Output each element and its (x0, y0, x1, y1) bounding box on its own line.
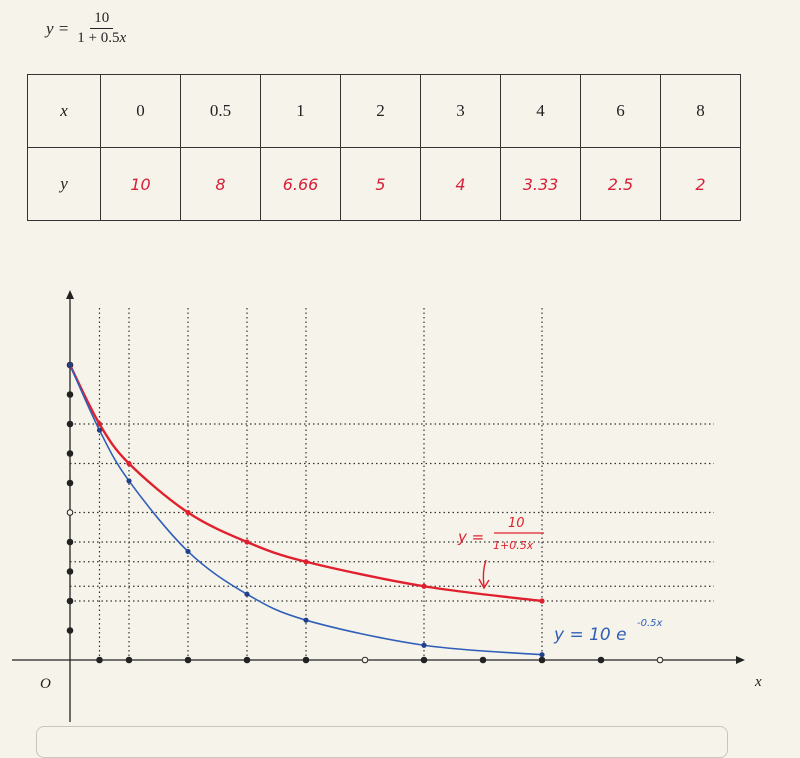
y-tick-dot (66, 568, 74, 575)
x-tick-dot (479, 656, 487, 664)
blue-curve-point (126, 478, 132, 484)
table-cell-x: 6 (580, 74, 661, 148)
formula-denominator: 1 + 0.5x (77, 29, 126, 47)
red-curve-point (244, 539, 250, 545)
x-tick-dot (243, 656, 251, 664)
table-cell-y: 6.66 (260, 147, 341, 221)
blue-curve-point (96, 427, 103, 433)
table-cell-x: 4 (500, 74, 581, 148)
formula-denominator-var: x (119, 30, 127, 46)
x-tick-dot (420, 656, 428, 664)
red-curve-label-lhs: y = (457, 528, 484, 546)
blue-curve-point (244, 591, 250, 597)
formula-numerator: 10 (90, 10, 114, 29)
blue-curve-label-exponent: -0.5x (637, 618, 663, 629)
table-cell-x: 0 (100, 74, 181, 148)
table-cell-x: 1 (260, 74, 341, 148)
red-curve-point (185, 509, 191, 516)
red-curve-label-denominator: 1+0.5x (493, 539, 534, 552)
table-header-x: x (27, 74, 101, 148)
blue-curve-point (303, 617, 309, 623)
table-cell-y: 10 (100, 147, 181, 221)
x-tick-dot (302, 656, 310, 664)
y-tick-dot (66, 450, 74, 457)
blue-curve-point (539, 652, 545, 658)
value-table: x 0 0.5 1 2 3 4 6 8 y 10 8 6.66 5 4 3.33… (27, 74, 741, 221)
blue-curve-point (421, 642, 427, 648)
y-tick-dot (66, 420, 74, 428)
x-tick-dot (125, 656, 133, 664)
y-axis-arrow (66, 290, 74, 299)
y-tick-dot (66, 479, 74, 487)
y-tick-dot (66, 538, 74, 546)
x-tick-dot (96, 656, 103, 664)
blue-curve-point (67, 362, 73, 368)
function-plot: x Oy = 10 1+0.5x y = 10 e -0.5x (12, 290, 762, 722)
table-row-y: y 10 8 6.66 5 4 3.33 2.5 2 (27, 147, 741, 221)
x-tick-dot (656, 656, 664, 664)
blue-curve-label: y = 10 e (553, 625, 627, 645)
x-tick-dot (538, 656, 546, 664)
answer-box (36, 726, 728, 758)
x-tick-dot (184, 656, 192, 664)
y-tick-dot (66, 597, 74, 605)
red-curve-point (96, 421, 103, 427)
table-cell-x: 2 (340, 74, 421, 148)
y-tick-dot (66, 509, 74, 516)
table-cell-y: 8 (180, 147, 261, 221)
x-tick-dot (597, 656, 605, 664)
table-cell-x: 8 (660, 74, 741, 148)
table-cell-x: 3 (420, 74, 501, 148)
red-curve-point (126, 460, 132, 467)
table-header-y: y (27, 147, 101, 221)
blue-curve-point (185, 548, 191, 555)
x-axis-arrow (736, 656, 745, 664)
table-cell-y: 2.5 (580, 147, 661, 221)
function-formula: y = 10 1 + 0.5x (46, 10, 126, 47)
table-cell-y: 3.33 (500, 147, 581, 221)
formula-fraction: 10 1 + 0.5x (77, 10, 126, 47)
red-curve-point (303, 559, 309, 565)
x-tick-dot (361, 656, 369, 664)
x-axis-label: x (754, 674, 762, 690)
table-cell-y: 5 (340, 147, 421, 221)
y-tick-dot (66, 391, 74, 398)
formula-denominator-prefix: 1 + 0.5 (77, 30, 120, 46)
red-curve-point (421, 583, 427, 589)
formula-lhs: y = (46, 18, 70, 38)
red-curve-label-arrow (482, 559, 487, 587)
table-cell-y: 4 (420, 147, 501, 221)
red-curve-label-arrow-head (478, 578, 490, 590)
table-cell-y: 2 (660, 147, 741, 221)
red-curve-point (539, 598, 545, 604)
table-cell-x: 0.5 (180, 74, 261, 148)
origin-label: O (40, 676, 51, 692)
red-curve-label-numerator: 10 (508, 516, 525, 531)
y-tick-dot (66, 627, 74, 634)
table-row-x: x 0 0.5 1 2 3 4 6 8 (27, 74, 741, 148)
